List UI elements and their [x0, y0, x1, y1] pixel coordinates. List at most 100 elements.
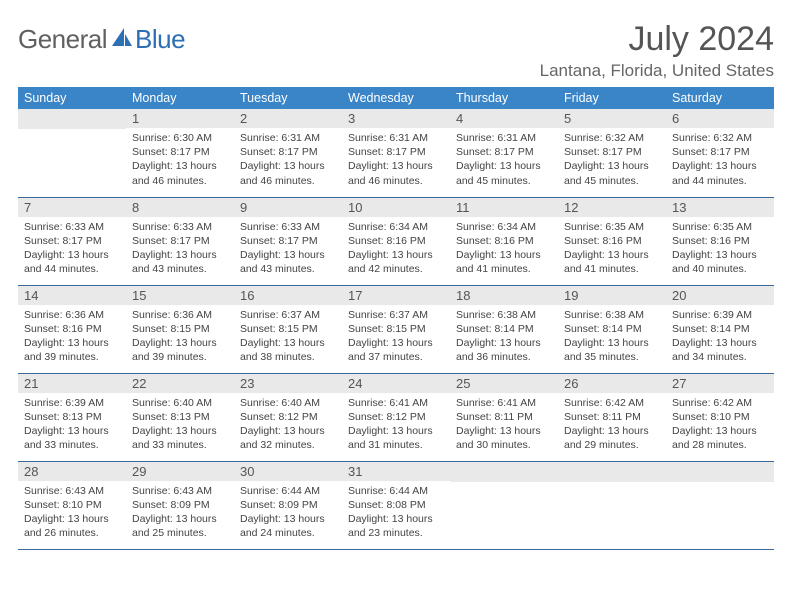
- empty-day-bar: [18, 109, 126, 129]
- day-detail-line: and 33 minutes.: [24, 438, 120, 452]
- day-detail-line: Sunrise: 6:39 AM: [24, 396, 120, 410]
- day-detail-line: Sunset: 8:16 PM: [456, 234, 552, 248]
- day-detail-line: and 45 minutes.: [456, 174, 552, 188]
- day-detail-line: Sunrise: 6:37 AM: [240, 308, 336, 322]
- day-details: Sunrise: 6:38 AMSunset: 8:14 PMDaylight:…: [558, 305, 666, 370]
- day-detail-line: and 46 minutes.: [132, 174, 228, 188]
- day-detail-line: and 29 minutes.: [564, 438, 660, 452]
- calendar-day-cell: 16Sunrise: 6:37 AMSunset: 8:15 PMDayligh…: [234, 285, 342, 373]
- calendar-day-cell: 29Sunrise: 6:43 AMSunset: 8:09 PMDayligh…: [126, 461, 234, 549]
- day-detail-line: Daylight: 13 hours: [348, 248, 444, 262]
- day-number: 19: [558, 286, 666, 305]
- day-number: 21: [18, 374, 126, 393]
- day-detail-line: Sunrise: 6:41 AM: [456, 396, 552, 410]
- day-detail-line: Sunset: 8:17 PM: [240, 234, 336, 248]
- day-detail-line: Sunrise: 6:34 AM: [348, 220, 444, 234]
- calendar-week-row: 7 Sunrise: 6:33 AMSunset: 8:17 PMDaylight…: [18, 197, 774, 285]
- day-detail-line: and 39 minutes.: [132, 350, 228, 364]
- day-number: 22: [126, 374, 234, 393]
- day-number: 27: [666, 374, 774, 393]
- day-detail-line: Sunset: 8:16 PM: [564, 234, 660, 248]
- calendar-day-cell: 3Sunrise: 6:31 AMSunset: 8:17 PMDaylight…: [342, 109, 450, 197]
- day-number: 2: [234, 109, 342, 128]
- day-number: 31: [342, 462, 450, 481]
- day-detail-line: Sunrise: 6:31 AM: [348, 131, 444, 145]
- calendar-day-cell: 17Sunrise: 6:37 AMSunset: 8:15 PMDayligh…: [342, 285, 450, 373]
- day-detail-line: and 23 minutes.: [348, 526, 444, 540]
- logo-sail-icon: [110, 24, 134, 55]
- day-detail-line: and 31 minutes.: [348, 438, 444, 452]
- day-details: Sunrise: 6:41 AMSunset: 8:11 PMDaylight:…: [450, 393, 558, 458]
- day-number: 13: [666, 198, 774, 217]
- day-detail-line: and 32 minutes.: [240, 438, 336, 452]
- day-number: 4: [450, 109, 558, 128]
- day-detail-line: Sunset: 8:12 PM: [240, 410, 336, 424]
- day-number: 8: [126, 198, 234, 217]
- calendar-day-cell: 21Sunrise: 6:39 AMSunset: 8:13 PMDayligh…: [18, 373, 126, 461]
- day-detail-line: Daylight: 13 hours: [456, 336, 552, 350]
- day-number: 24: [342, 374, 450, 393]
- day-detail-line: Sunset: 8:16 PM: [24, 322, 120, 336]
- day-number: 23: [234, 374, 342, 393]
- day-details: Sunrise: 6:37 AMSunset: 8:15 PMDaylight:…: [234, 305, 342, 370]
- calendar-day-cell: 8Sunrise: 6:33 AMSunset: 8:17 PMDaylight…: [126, 197, 234, 285]
- day-detail-line: Sunrise: 6:32 AM: [564, 131, 660, 145]
- day-details: Sunrise: 6:40 AMSunset: 8:12 PMDaylight:…: [234, 393, 342, 458]
- weekday-header: Monday: [126, 87, 234, 109]
- day-detail-line: Sunrise: 6:42 AM: [564, 396, 660, 410]
- logo-text-2: Blue: [135, 24, 185, 55]
- day-detail-line: Daylight: 13 hours: [348, 512, 444, 526]
- day-number: 20: [666, 286, 774, 305]
- day-number: 7: [18, 198, 126, 217]
- day-details: Sunrise: 6:32 AMSunset: 8:17 PMDaylight:…: [558, 128, 666, 193]
- calendar-day-cell: 10Sunrise: 6:34 AMSunset: 8:16 PMDayligh…: [342, 197, 450, 285]
- day-detail-line: Sunrise: 6:36 AM: [24, 308, 120, 322]
- day-detail-line: Sunrise: 6:39 AM: [672, 308, 768, 322]
- day-detail-line: and 24 minutes.: [240, 526, 336, 540]
- day-details: Sunrise: 6:31 AMSunset: 8:17 PMDaylight:…: [342, 128, 450, 193]
- day-detail-line: Daylight: 13 hours: [564, 159, 660, 173]
- day-detail-line: Daylight: 13 hours: [132, 336, 228, 350]
- calendar-day-cell: 24Sunrise: 6:41 AMSunset: 8:12 PMDayligh…: [342, 373, 450, 461]
- day-detail-line: Sunrise: 6:35 AM: [564, 220, 660, 234]
- day-number: 11: [450, 198, 558, 217]
- day-detail-line: Sunrise: 6:40 AM: [132, 396, 228, 410]
- day-number: 14: [18, 286, 126, 305]
- day-detail-line: Daylight: 13 hours: [672, 336, 768, 350]
- day-detail-line: and 45 minutes.: [564, 174, 660, 188]
- day-detail-line: and 44 minutes.: [672, 174, 768, 188]
- day-details: Sunrise: 6:36 AMSunset: 8:15 PMDaylight:…: [126, 305, 234, 370]
- calendar-day-cell: 6Sunrise: 6:32 AMSunset: 8:17 PMDaylight…: [666, 109, 774, 197]
- day-detail-line: and 35 minutes.: [564, 350, 660, 364]
- day-number: 5: [558, 109, 666, 128]
- day-detail-line: and 43 minutes.: [240, 262, 336, 276]
- day-detail-line: Sunset: 8:16 PM: [672, 234, 768, 248]
- calendar-week-row: 28Sunrise: 6:43 AMSunset: 8:10 PMDayligh…: [18, 461, 774, 549]
- day-number: 29: [126, 462, 234, 481]
- calendar-day-cell: [666, 461, 774, 549]
- calendar-week-row: 1Sunrise: 6:30 AMSunset: 8:17 PMDaylight…: [18, 109, 774, 197]
- day-detail-line: Sunset: 8:15 PM: [348, 322, 444, 336]
- day-detail-line: Sunrise: 6:31 AM: [240, 131, 336, 145]
- day-details: Sunrise: 6:36 AMSunset: 8:16 PMDaylight:…: [18, 305, 126, 370]
- day-details: Sunrise: 6:33 AMSunset: 8:17 PMDaylight:…: [234, 217, 342, 282]
- day-detail-line: Daylight: 13 hours: [240, 248, 336, 262]
- day-number: 3: [342, 109, 450, 128]
- day-detail-line: Daylight: 13 hours: [240, 159, 336, 173]
- day-number: 16: [234, 286, 342, 305]
- logo: General Blue: [18, 20, 185, 55]
- calendar-day-cell: 5Sunrise: 6:32 AMSunset: 8:17 PMDaylight…: [558, 109, 666, 197]
- day-detail-line: and 44 minutes.: [24, 262, 120, 276]
- calendar-day-cell: 26Sunrise: 6:42 AMSunset: 8:11 PMDayligh…: [558, 373, 666, 461]
- day-detail-line: Daylight: 13 hours: [672, 424, 768, 438]
- day-detail-line: Sunset: 8:15 PM: [240, 322, 336, 336]
- calendar-day-cell: 11Sunrise: 6:34 AMSunset: 8:16 PMDayligh…: [450, 197, 558, 285]
- calendar-day-cell: 25Sunrise: 6:41 AMSunset: 8:11 PMDayligh…: [450, 373, 558, 461]
- day-detail-line: and 36 minutes.: [456, 350, 552, 364]
- day-details: Sunrise: 6:35 AMSunset: 8:16 PMDaylight:…: [666, 217, 774, 282]
- day-detail-line: Sunrise: 6:31 AM: [456, 131, 552, 145]
- day-detail-line: Sunset: 8:15 PM: [132, 322, 228, 336]
- weekday-header: Thursday: [450, 87, 558, 109]
- calendar-day-cell: 13Sunrise: 6:35 AMSunset: 8:16 PMDayligh…: [666, 197, 774, 285]
- day-number: 10: [342, 198, 450, 217]
